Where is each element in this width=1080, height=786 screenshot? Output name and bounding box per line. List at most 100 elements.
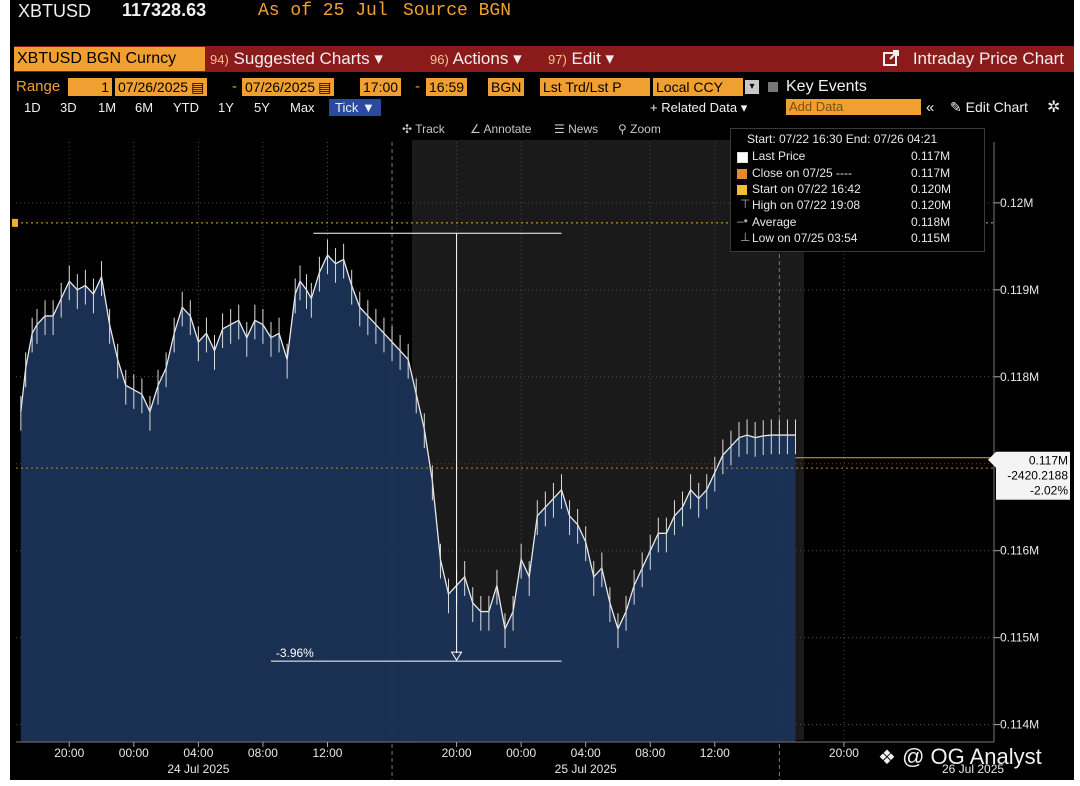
annotate-tool[interactable]: ∠ Annotate: [470, 121, 531, 137]
x-day-label: 24 Jul 2025: [167, 762, 229, 776]
drawdown-arrow-head: [450, 651, 463, 662]
x-axis: 20:00 00:00 04:00 08:00 12:00 20:00 00:00 04:00…: [16, 741, 1004, 776]
last-price-flag-text: 0.117M: [1029, 454, 1068, 468]
x-day-label: 25 Jul 2025: [555, 762, 617, 776]
track-label: Track: [415, 122, 445, 136]
x-tick-label: 04:00: [571, 746, 601, 760]
range-label: Range: [16, 78, 61, 95]
legend-value: 0.118M: [911, 215, 951, 229]
period-tick-button[interactable]: Tick ▼: [329, 99, 381, 116]
x-tick-label: 08:00: [635, 746, 665, 760]
menu-label: Suggested Charts ▾: [233, 49, 383, 68]
y-tick-label: 0.115M: [1000, 631, 1039, 645]
x-day-label: 26 Jul 2025: [942, 762, 1004, 776]
gear-icon[interactable]: ✲: [1047, 99, 1061, 116]
ticker-field[interactable]: XBTUSD BGN Curncy: [14, 47, 205, 71]
period-max-button[interactable]: Max: [290, 100, 315, 115]
currency-dropdown-arrow[interactable]: ▾: [745, 80, 759, 94]
annotate-icon: ∠: [470, 122, 481, 136]
menu-number: 97): [548, 52, 567, 67]
security-symbol: XBTUSD: [18, 1, 92, 21]
drawdown-label: -3.96%: [276, 646, 314, 660]
period-1m-button[interactable]: 1M: [98, 100, 117, 115]
start-swatch: [737, 185, 747, 195]
period-6m-button[interactable]: 6M: [135, 100, 154, 115]
x-tick-label: 04:00: [183, 746, 213, 760]
news-tool[interactable]: ☰ News: [554, 121, 598, 137]
close-swatch: [737, 169, 747, 179]
watermark: ❖ @ OG Analyst: [878, 744, 1042, 770]
edit-menu[interactable]: 97) Edit ▾: [548, 47, 614, 71]
period-ytd-button[interactable]: YTD: [173, 100, 199, 115]
key-events-checkbox[interactable]: [768, 82, 778, 92]
y-tick-label: 0.116M: [1000, 544, 1039, 558]
related-data-button[interactable]: + Related Data ▾: [650, 100, 748, 115]
end-time-input[interactable]: 16:59: [426, 78, 468, 96]
end-date-text: 07/26/2025: [245, 79, 316, 95]
watermark-text: @ OG Analyst: [902, 744, 1042, 769]
x-tick-label: 20:00: [54, 746, 84, 760]
low-marker-icon: ⊥: [740, 230, 751, 244]
high-marker-icon: ⊤: [740, 197, 751, 211]
legend-label: Low on 07/25 03:54: [752, 231, 858, 245]
calendar-icon: ▤: [318, 79, 332, 95]
period-3d-button[interactable]: 3D: [60, 100, 77, 115]
end-date-input[interactable]: 07/26/2025 ▤: [242, 78, 335, 96]
legend-value: 0.117M: [911, 166, 951, 180]
x-tick-label: 12:00: [312, 746, 342, 760]
field-select[interactable]: Lst Trd/Lst P: [540, 78, 650, 96]
legend-value: 0.117M: [911, 149, 951, 163]
suggested-charts-menu[interactable]: 94) Suggested Charts ▾: [210, 47, 383, 71]
collapse-panel-icon[interactable]: «: [926, 99, 935, 116]
date-separator: -: [232, 78, 237, 95]
track-tool[interactable]: ✣ Track: [402, 121, 445, 137]
legend-label: Average: [752, 215, 797, 229]
legend-value: 0.120M: [911, 198, 952, 212]
start-date-input[interactable]: 07/26/2025 ▤: [115, 78, 208, 96]
legend-value: 0.120M: [911, 182, 952, 196]
calendar-icon: ▤: [191, 79, 205, 95]
menu-label: Actions ▾: [452, 49, 522, 68]
add-data-input[interactable]: Add Data: [786, 99, 921, 115]
chart-legend[interactable]: Start: 07/22 16:30 End: 07/26 04:21 Last…: [730, 128, 985, 252]
x-tick-label: 20:00: [829, 746, 859, 760]
range-value-input[interactable]: 1: [68, 78, 112, 96]
flag-pointer: [988, 451, 996, 468]
x-tick-label: 00:00: [119, 746, 149, 760]
crosshair-icon: ✣: [402, 122, 413, 136]
x-tick-label: 12:00: [700, 746, 730, 760]
legend-date-range: Start: 07/22 16:30 End: 07/26 04:21: [747, 132, 938, 146]
y-tick-label: 0.114M: [1000, 718, 1039, 732]
legend-label: High on 07/22 19:08: [752, 198, 861, 212]
as-of-date: As of 25 Jul: [258, 1, 388, 21]
zoom-tool[interactable]: ⚲ Zoom: [618, 121, 661, 137]
annotate-label: Annotate: [483, 122, 532, 136]
intraday-price-chart-title[interactable]: Intraday Price Chart: [882, 47, 1064, 71]
actions-menu[interactable]: 96) Actions ▾: [430, 47, 522, 71]
period-1d-button[interactable]: 1D: [24, 100, 41, 115]
period-5y-button[interactable]: 5Y: [254, 100, 270, 115]
legend-value: 0.115M: [911, 231, 951, 245]
last-price-flag: 0.117M-2420.2188-2.02%: [795, 451, 1070, 500]
last-price: 117328.63: [122, 0, 207, 20]
period-1y-button[interactable]: 1Y: [218, 100, 234, 115]
magnifier-icon: ⚲: [618, 122, 627, 136]
key-events-label: Key Events: [786, 78, 867, 95]
legend-label: Start on 07/22 16:42: [752, 182, 861, 196]
legend-label: Close on 07/25 ----: [752, 166, 853, 180]
x-tick-label: 00:00: [506, 746, 536, 760]
drawdown-annotation: -3.96%: [270, 232, 562, 662]
chart-title-label: Intraday Price Chart: [912, 49, 1064, 68]
currency-select[interactable]: Local CCY: [653, 78, 743, 96]
edit-chart-button[interactable]: ✎ Edit Chart: [950, 99, 1028, 116]
brand-logo-icon: ❖: [878, 747, 896, 769]
zoom-label: Zoom: [630, 122, 661, 136]
start-time-input[interactable]: 17:00: [360, 78, 402, 96]
source-input[interactable]: BGN: [488, 78, 525, 96]
last-price-swatch: [737, 152, 748, 163]
y-tick-label: 0.12M: [1000, 196, 1033, 210]
edit-chart-label: Edit Chart: [965, 99, 1028, 115]
external-link-icon: [882, 50, 899, 66]
bloomberg-terminal-window: XBTUSD 117328.63 As of 25 Jul Source BGN…: [10, 0, 1074, 780]
last-price-flag-text: -2.02%: [1030, 484, 1068, 498]
